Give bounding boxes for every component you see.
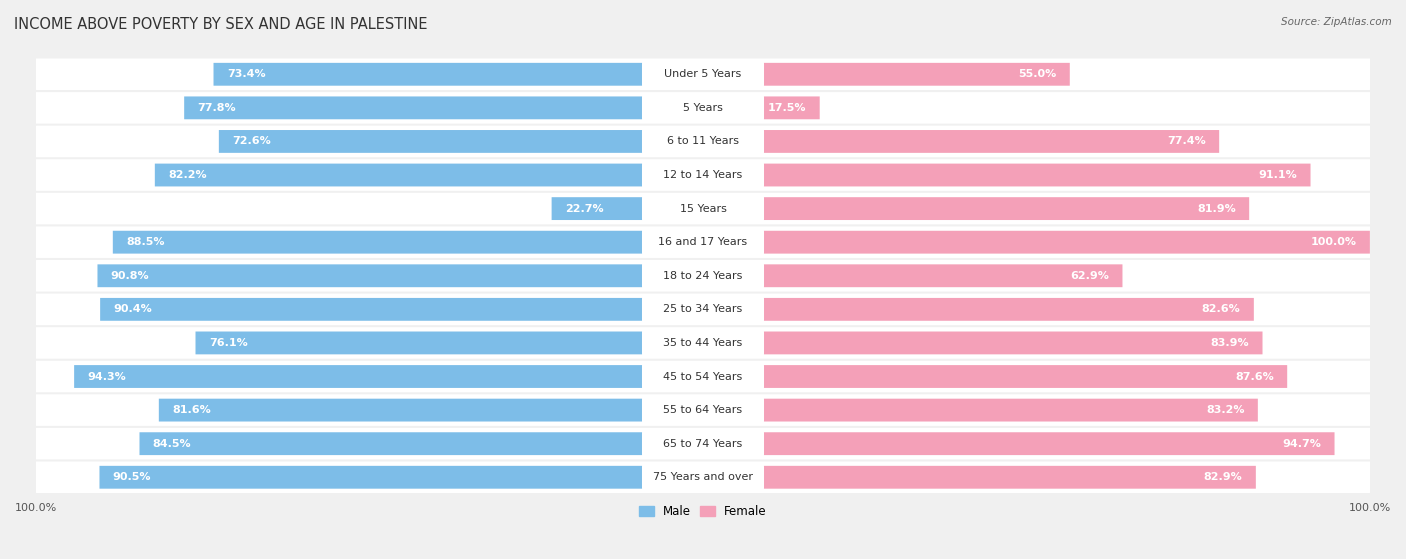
FancyBboxPatch shape	[35, 126, 1371, 157]
FancyBboxPatch shape	[643, 160, 763, 190]
Text: 5 Years: 5 Years	[683, 103, 723, 113]
Text: 25 to 34 Years: 25 to 34 Years	[664, 304, 742, 314]
FancyBboxPatch shape	[703, 197, 1249, 220]
Text: 75 Years and over: 75 Years and over	[652, 472, 754, 482]
FancyBboxPatch shape	[643, 127, 763, 156]
FancyBboxPatch shape	[703, 298, 1254, 321]
Text: 77.8%: 77.8%	[197, 103, 236, 113]
FancyBboxPatch shape	[75, 365, 703, 388]
FancyBboxPatch shape	[703, 63, 1070, 86]
Text: 22.7%: 22.7%	[565, 203, 603, 214]
Text: 91.1%: 91.1%	[1258, 170, 1298, 180]
Text: 12 to 14 Years: 12 to 14 Years	[664, 170, 742, 180]
Text: 45 to 54 Years: 45 to 54 Years	[664, 372, 742, 381]
FancyBboxPatch shape	[703, 231, 1369, 254]
Text: Under 5 Years: Under 5 Years	[665, 69, 741, 79]
Text: 87.6%: 87.6%	[1234, 372, 1274, 381]
FancyBboxPatch shape	[35, 293, 1371, 325]
FancyBboxPatch shape	[703, 164, 1310, 187]
FancyBboxPatch shape	[35, 92, 1371, 124]
Text: 82.6%: 82.6%	[1202, 304, 1240, 314]
FancyBboxPatch shape	[643, 261, 763, 291]
FancyBboxPatch shape	[703, 399, 1258, 421]
Text: 55 to 64 Years: 55 to 64 Years	[664, 405, 742, 415]
FancyBboxPatch shape	[643, 395, 763, 425]
Text: 82.2%: 82.2%	[169, 170, 207, 180]
FancyBboxPatch shape	[35, 428, 1371, 459]
FancyBboxPatch shape	[643, 60, 763, 89]
Text: 81.9%: 81.9%	[1197, 203, 1236, 214]
Text: 84.5%: 84.5%	[153, 439, 191, 449]
Text: INCOME ABOVE POVERTY BY SEX AND AGE IN PALESTINE: INCOME ABOVE POVERTY BY SEX AND AGE IN P…	[14, 17, 427, 32]
FancyBboxPatch shape	[35, 361, 1371, 392]
FancyBboxPatch shape	[184, 97, 703, 119]
FancyBboxPatch shape	[35, 394, 1371, 426]
Text: 65 to 74 Years: 65 to 74 Years	[664, 439, 742, 449]
Text: 6 to 11 Years: 6 to 11 Years	[666, 136, 740, 146]
Text: 88.5%: 88.5%	[127, 237, 165, 247]
Text: 17.5%: 17.5%	[768, 103, 807, 113]
Text: 15 Years: 15 Years	[679, 203, 727, 214]
Legend: Male, Female: Male, Female	[634, 500, 772, 523]
Text: 90.5%: 90.5%	[112, 472, 152, 482]
FancyBboxPatch shape	[643, 462, 763, 492]
FancyBboxPatch shape	[35, 59, 1371, 90]
Text: 100.0%: 100.0%	[1310, 237, 1357, 247]
Text: 81.6%: 81.6%	[172, 405, 211, 415]
FancyBboxPatch shape	[97, 264, 703, 287]
Text: 16 and 17 Years: 16 and 17 Years	[658, 237, 748, 247]
Text: 55.0%: 55.0%	[1018, 69, 1056, 79]
FancyBboxPatch shape	[643, 429, 763, 458]
FancyBboxPatch shape	[214, 63, 703, 86]
Text: 77.4%: 77.4%	[1167, 136, 1206, 146]
FancyBboxPatch shape	[112, 231, 703, 254]
Text: 62.9%: 62.9%	[1070, 271, 1109, 281]
Text: 73.4%: 73.4%	[226, 69, 266, 79]
Text: 76.1%: 76.1%	[209, 338, 247, 348]
Text: 90.8%: 90.8%	[111, 271, 149, 281]
FancyBboxPatch shape	[703, 331, 1263, 354]
Text: 82.9%: 82.9%	[1204, 472, 1243, 482]
FancyBboxPatch shape	[195, 331, 703, 354]
FancyBboxPatch shape	[35, 327, 1371, 359]
FancyBboxPatch shape	[35, 193, 1371, 224]
Text: 72.6%: 72.6%	[232, 136, 271, 146]
FancyBboxPatch shape	[35, 260, 1371, 292]
FancyBboxPatch shape	[139, 432, 703, 455]
Text: 83.9%: 83.9%	[1211, 338, 1249, 348]
FancyBboxPatch shape	[35, 159, 1371, 191]
Text: 94.3%: 94.3%	[87, 372, 127, 381]
FancyBboxPatch shape	[643, 295, 763, 324]
FancyBboxPatch shape	[703, 432, 1334, 455]
FancyBboxPatch shape	[643, 93, 763, 122]
Text: 90.4%: 90.4%	[114, 304, 152, 314]
FancyBboxPatch shape	[159, 399, 703, 421]
Text: 83.2%: 83.2%	[1206, 405, 1244, 415]
FancyBboxPatch shape	[219, 130, 703, 153]
FancyBboxPatch shape	[643, 362, 763, 391]
FancyBboxPatch shape	[551, 197, 703, 220]
FancyBboxPatch shape	[35, 462, 1371, 493]
FancyBboxPatch shape	[100, 466, 703, 489]
Text: 35 to 44 Years: 35 to 44 Years	[664, 338, 742, 348]
FancyBboxPatch shape	[703, 365, 1286, 388]
Text: 94.7%: 94.7%	[1282, 439, 1322, 449]
FancyBboxPatch shape	[155, 164, 703, 187]
FancyBboxPatch shape	[35, 226, 1371, 258]
Text: 18 to 24 Years: 18 to 24 Years	[664, 271, 742, 281]
FancyBboxPatch shape	[643, 228, 763, 257]
FancyBboxPatch shape	[643, 328, 763, 358]
FancyBboxPatch shape	[100, 298, 703, 321]
FancyBboxPatch shape	[703, 130, 1219, 153]
Text: Source: ZipAtlas.com: Source: ZipAtlas.com	[1281, 17, 1392, 27]
FancyBboxPatch shape	[643, 194, 763, 224]
FancyBboxPatch shape	[703, 264, 1122, 287]
FancyBboxPatch shape	[703, 97, 820, 119]
FancyBboxPatch shape	[703, 466, 1256, 489]
